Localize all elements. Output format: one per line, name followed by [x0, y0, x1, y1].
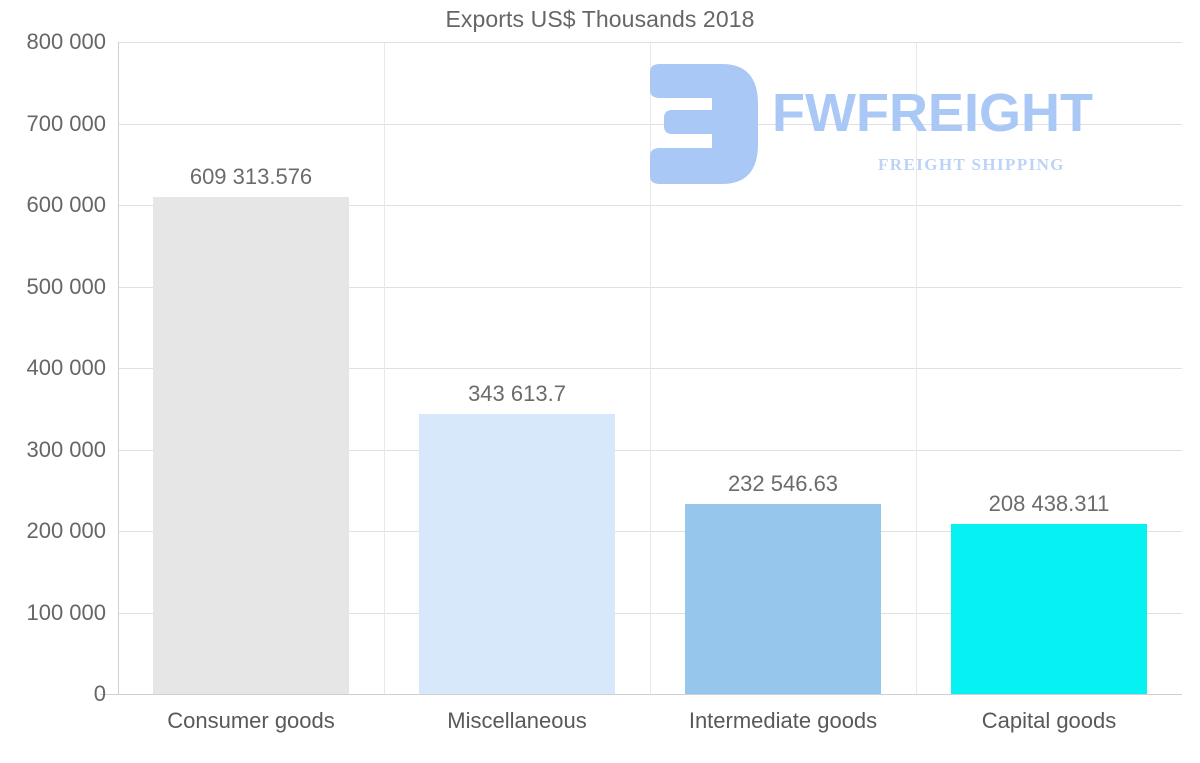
y-axis-tick-label: 400 000	[26, 355, 106, 380]
bar[interactable]	[951, 524, 1147, 694]
chart-title: Exports US$ Thousands 2018	[445, 6, 755, 32]
y-axis-tick-label: 800 000	[26, 29, 106, 54]
gridline-vertical	[916, 42, 917, 694]
x-axis-category-label: Capital goods	[981, 708, 1117, 733]
plot-area	[118, 42, 1182, 695]
y-axis-tick-label: 700 000	[26, 110, 106, 136]
y-axis-line	[118, 42, 119, 695]
bar-value-label: 609 313.576	[189, 164, 313, 190]
bar[interactable]	[153, 197, 349, 694]
y-axis-tick-label: 500 000	[26, 273, 106, 299]
y-axis-tick-label: 600 000	[26, 192, 106, 217]
y-axis-tick-label: 100 000	[26, 599, 106, 625]
x-axis-category-label: Intermediate goods	[688, 708, 878, 733]
y-axis-tick-label: 300 000	[26, 436, 106, 462]
x-axis-category-label: Consumer goods	[167, 708, 335, 733]
y-axis-tick-label: 200 000	[26, 518, 106, 543]
bar-value-label: 208 438.311	[988, 491, 1110, 517]
bar[interactable]	[419, 413, 615, 694]
bar-value-label: 343 613.7	[468, 380, 566, 406]
gridline-vertical	[650, 42, 651, 694]
bar-value-label: 232 546.63	[727, 471, 839, 497]
gridline-vertical	[384, 42, 385, 694]
x-axis-line	[100, 694, 1182, 695]
bar[interactable]	[685, 504, 881, 694]
y-axis-tick-label: 0	[93, 681, 106, 706]
x-axis-category-label: Miscellaneous	[447, 708, 587, 733]
